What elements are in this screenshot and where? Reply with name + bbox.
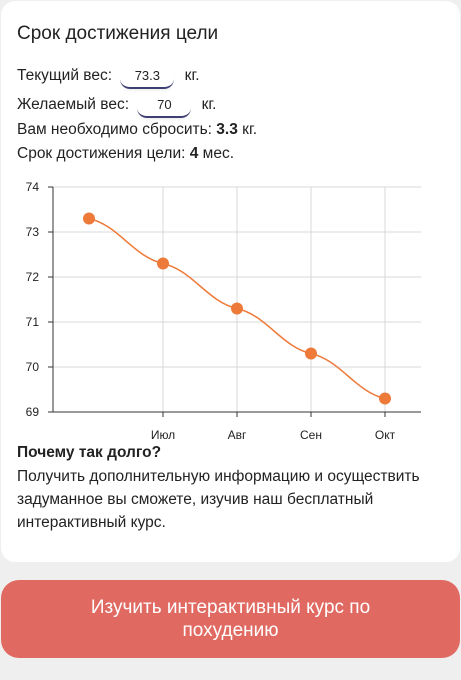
lose-unit: кг. — [242, 121, 258, 138]
target-weight-input[interactable]: 70 — [137, 92, 192, 118]
y-tick-label: 71 — [26, 315, 40, 329]
weight-chart: 69 70 71 72 73 74 Июл Авг Сен Окт — [26, 180, 421, 442]
why-title: Почему так долго? — [17, 444, 162, 461]
data-point — [231, 302, 243, 315]
y-tick-label: 74 — [26, 180, 40, 194]
start-course-button[interactable]: Изучить интерактивный курс по похудению — [1, 580, 460, 658]
target-weight-row: Желаемый вес: 70 кг. — [17, 92, 217, 118]
x-tick-label: Авг — [228, 428, 247, 442]
data-point — [305, 347, 317, 360]
goal-card: Срок достижения цели Текущий вес: 73.3 к… — [1, 1, 460, 562]
current-weight-unit: кг. — [184, 67, 200, 85]
current-weight-input[interactable]: 73.3 — [120, 63, 175, 89]
target-weight-label: Желаемый вес: — [17, 96, 130, 114]
term-label: Срок достижения цели: — [17, 145, 186, 162]
current-weight-row: Текущий вес: 73.3 кг. — [17, 63, 200, 89]
y-tick-label: 70 — [26, 360, 40, 374]
term-unit: мес. — [202, 145, 235, 162]
x-tick-label: Окт — [375, 428, 396, 442]
data-point — [379, 392, 391, 405]
target-weight-unit: кг. — [201, 96, 217, 114]
data-point — [157, 257, 169, 270]
card-title: Срок достижения цели — [17, 23, 219, 44]
lose-value: 3.3 — [216, 121, 238, 138]
lose-label: Вам необходимо сбросить: — [17, 121, 212, 138]
current-weight-label: Текущий вес: — [17, 67, 113, 85]
term-row: Срок достижения цели: 4 мес. — [17, 145, 234, 163]
data-point — [83, 212, 95, 225]
x-tick-label: Июл — [151, 428, 175, 442]
term-value: 4 — [189, 145, 199, 162]
lose-row: Вам необходимо сбросить: 3.3 кг. — [17, 121, 257, 139]
y-tick-label: 69 — [26, 405, 40, 419]
x-tick-label: Сен — [300, 428, 322, 442]
y-tick-label: 72 — [26, 270, 40, 284]
why-text: Получить дополнительную информацию и осу… — [17, 468, 420, 531]
y-tick-label: 73 — [26, 225, 40, 239]
